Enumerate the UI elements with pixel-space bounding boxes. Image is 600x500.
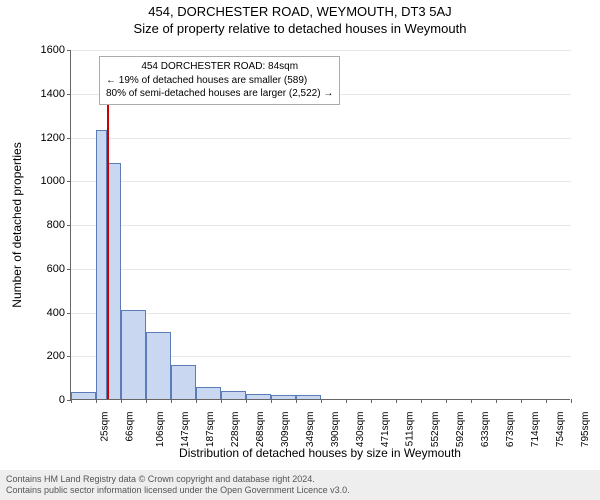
xtick-mark	[396, 399, 397, 403]
ytick-label: 200	[25, 350, 65, 362]
annotation-line: 454 DORCHESTER ROAD: 84sqm	[106, 60, 333, 74]
xtick-mark	[521, 399, 522, 403]
xtick-mark	[496, 399, 497, 403]
xtick-label: 511sqm	[404, 412, 415, 447]
histogram-bar	[96, 130, 107, 399]
histogram-bar	[171, 365, 196, 399]
ytick-mark	[67, 94, 71, 95]
histogram-bar	[121, 310, 146, 399]
xtick-mark	[546, 399, 547, 403]
annotation-box: 454 DORCHESTER ROAD: 84sqm← 19% of detac…	[99, 56, 340, 105]
xtick-mark	[321, 399, 322, 403]
gridline	[71, 181, 571, 182]
xtick-label: 673sqm	[505, 412, 516, 448]
xtick-label: 714sqm	[530, 412, 541, 448]
histogram-bar	[146, 332, 171, 399]
xtick-label: 187sqm	[205, 412, 216, 448]
xtick-label: 106sqm	[155, 412, 166, 448]
xtick-mark	[246, 399, 247, 403]
histogram-bar	[107, 163, 121, 399]
xtick-label: 430sqm	[355, 412, 366, 448]
marker-line	[107, 102, 109, 400]
footer: Contains HM Land Registry data © Crown c…	[0, 470, 600, 500]
ytick-label: 400	[25, 307, 65, 319]
xtick-label: 633sqm	[480, 412, 491, 448]
xtick-label: 754sqm	[555, 412, 566, 448]
ytick-label: 0	[25, 394, 65, 406]
annotation-line: ← 19% of detached houses are smaller (58…	[106, 74, 333, 88]
gridline	[71, 50, 571, 51]
gridline	[71, 138, 571, 139]
xtick-mark	[96, 399, 97, 403]
xtick-label: 268sqm	[255, 412, 266, 448]
xtick-mark	[121, 399, 122, 403]
xtick-label: 309sqm	[280, 412, 291, 448]
title-line1: 454, DORCHESTER ROAD, WEYMOUTH, DT3 5AJ	[0, 4, 600, 19]
ytick-label: 1000	[25, 175, 65, 187]
xtick-mark	[71, 399, 72, 403]
footer-line1: Contains HM Land Registry data © Crown c…	[6, 474, 594, 485]
xtick-mark	[221, 399, 222, 403]
xtick-label: 25sqm	[100, 412, 111, 442]
plot: 0200400600800100012001400160025sqm66sqm1…	[70, 50, 570, 400]
xtick-mark	[446, 399, 447, 403]
ytick-mark	[67, 181, 71, 182]
ytick-label: 800	[25, 219, 65, 231]
xtick-mark	[146, 399, 147, 403]
ytick-mark	[67, 313, 71, 314]
x-axis-label: Distribution of detached houses by size …	[70, 446, 570, 460]
ytick-label: 1600	[25, 44, 65, 56]
xtick-mark	[296, 399, 297, 403]
xtick-label: 471sqm	[380, 412, 391, 448]
y-axis-label: Number of detached properties	[10, 142, 24, 307]
xtick-mark	[421, 399, 422, 403]
xtick-label: 795sqm	[580, 412, 591, 448]
xtick-label: 592sqm	[455, 412, 466, 448]
histogram-bar	[296, 395, 321, 399]
xtick-label: 228sqm	[230, 412, 241, 448]
annotation-line: 80% of semi-detached houses are larger (…	[106, 87, 333, 101]
ytick-label: 1400	[25, 88, 65, 100]
ytick-mark	[67, 269, 71, 270]
xtick-label: 349sqm	[305, 412, 316, 448]
xtick-label: 66sqm	[125, 412, 136, 442]
title-block: 454, DORCHESTER ROAD, WEYMOUTH, DT3 5AJ …	[0, 0, 600, 36]
histogram-bar	[246, 394, 271, 399]
xtick-label: 147sqm	[180, 412, 191, 448]
xtick-label: 390sqm	[330, 412, 341, 448]
ytick-mark	[67, 356, 71, 357]
xtick-mark	[271, 399, 272, 403]
histogram-bar	[271, 395, 296, 399]
gridline	[71, 269, 571, 270]
ytick-label: 600	[25, 263, 65, 275]
figure: 454, DORCHESTER ROAD, WEYMOUTH, DT3 5AJ …	[0, 0, 600, 500]
ytick-mark	[67, 225, 71, 226]
xtick-mark	[171, 399, 172, 403]
title-line2: Size of property relative to detached ho…	[0, 21, 600, 36]
xtick-mark	[471, 399, 472, 403]
chart-area: 0200400600800100012001400160025sqm66sqm1…	[70, 50, 570, 400]
histogram-bar	[71, 392, 96, 399]
histogram-bar	[221, 391, 246, 399]
xtick-mark	[346, 399, 347, 403]
xtick-label: 552sqm	[430, 412, 441, 448]
histogram-bar	[196, 387, 221, 399]
xtick-mark	[196, 399, 197, 403]
xtick-mark	[371, 399, 372, 403]
gridline	[71, 225, 571, 226]
footer-line2: Contains public sector information licen…	[6, 485, 594, 496]
ytick-mark	[67, 50, 71, 51]
ytick-label: 1200	[25, 132, 65, 144]
ytick-mark	[67, 138, 71, 139]
xtick-mark	[571, 399, 572, 403]
